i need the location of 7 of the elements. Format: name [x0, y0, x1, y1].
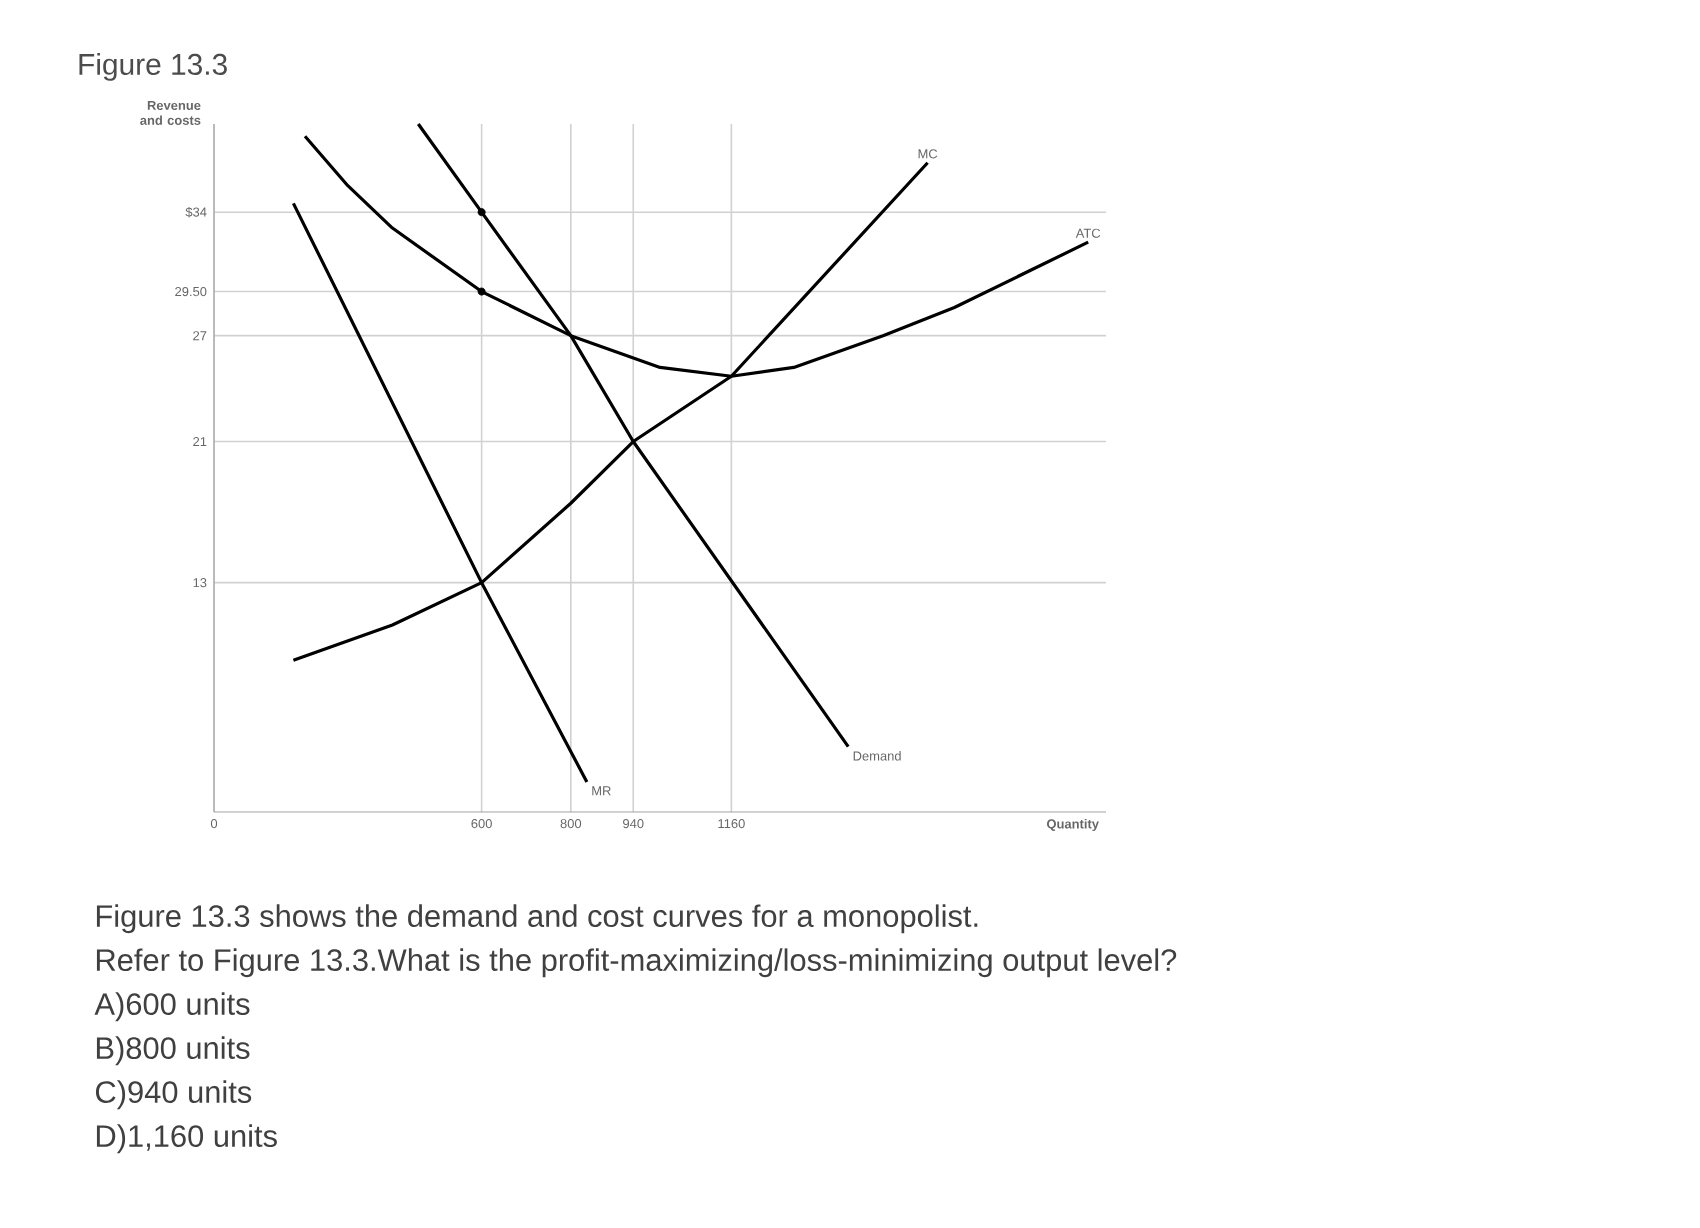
- text: B)800 units: [96, 1036, 250, 1066]
- chart-title: Figure 13.3: [79, 53, 227, 81]
- text: D)1,160 units: [96, 1124, 277, 1154]
- text: A)600 units: [94, 992, 250, 1022]
- text: Refer to Figure 13.3.What is the profit-maximizing/loss-minimizing output level?: [96, 948, 1177, 978]
- caption: Figure 13.3 shows the demand and cost curves for a monopolist.: [96, 904, 978, 934]
- text: C)940 units: [95, 1080, 252, 1110]
